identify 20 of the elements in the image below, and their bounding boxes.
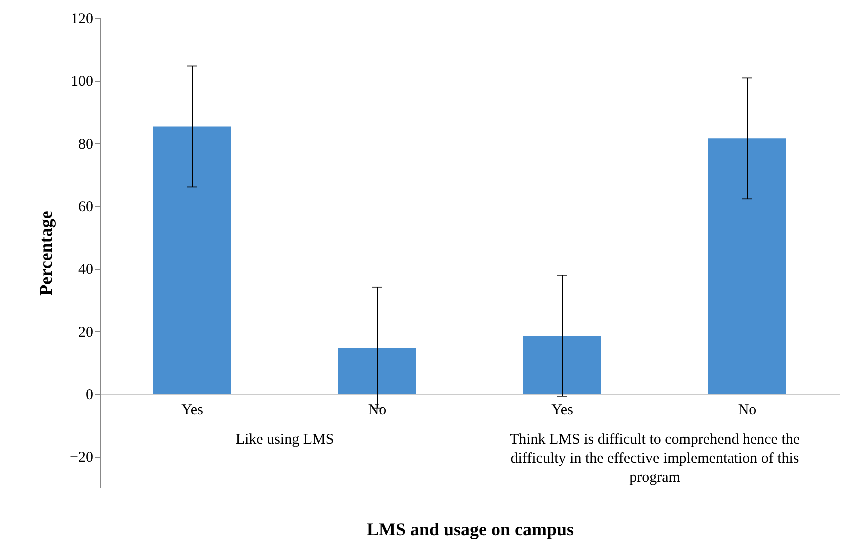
x-tick-label: No (738, 402, 757, 418)
x-tick-label: Yes (182, 402, 204, 418)
y-tick-label: 100 (71, 74, 94, 90)
bar (708, 138, 786, 394)
bar (338, 348, 416, 394)
y-tick-label: 0 (86, 388, 94, 404)
y-tick-label: 120 (71, 12, 94, 28)
bar (154, 126, 232, 394)
bar (524, 336, 602, 394)
y-axis-title: Percentage (36, 211, 56, 296)
x-tick-label: Yes (552, 402, 574, 418)
y-tick-label: 40 (78, 262, 94, 278)
annotation: Think LMS is difficult to comprehend hence the difficulty in the effective implementation of this program (510, 432, 800, 486)
x-axis-title: LMS and usage on campus (366, 520, 574, 540)
y-tick-label: 60 (78, 200, 94, 216)
y-tick-label: 20 (78, 324, 94, 341)
y-tick-label: −20 (70, 450, 94, 466)
x-tick-label: No (368, 402, 387, 418)
y-tick-label: 80 (78, 136, 94, 153)
annotation: Like using LMS (236, 432, 334, 448)
